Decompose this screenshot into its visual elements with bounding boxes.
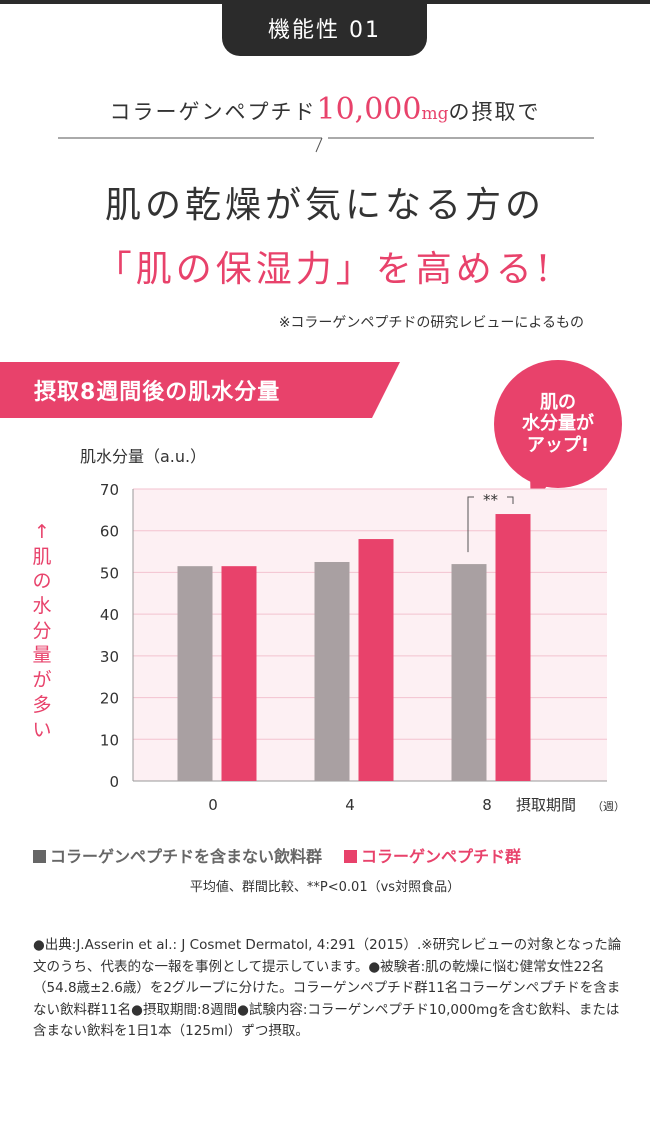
headline-line1: 肌の乾燥が気になる方の bbox=[104, 185, 545, 226]
bubble-line3: アップ! bbox=[526, 434, 590, 456]
vertical-label: ↑肌の水分量が多い bbox=[32, 521, 52, 741]
bar-treatment-8 bbox=[495, 514, 531, 781]
legend-item-treatment: コラーゲンペプチド群 bbox=[344, 847, 521, 866]
subhead-underline bbox=[58, 137, 594, 153]
legend-swatch-control bbox=[33, 850, 46, 863]
bubble-line2: 水分量が bbox=[522, 413, 594, 435]
significance-label: ** bbox=[483, 491, 499, 509]
y-tick-label: 0 bbox=[109, 773, 119, 791]
y-axis-label: 肌水分量（a.u.） bbox=[80, 447, 207, 466]
x-tick-label: 4 bbox=[345, 796, 355, 814]
x-axis-label: 摂取期間 bbox=[516, 796, 576, 814]
legend-swatch-treatment bbox=[344, 850, 358, 863]
feature-badge: 機能性 01 bbox=[222, 0, 427, 56]
subhead-post: の摂取で bbox=[448, 100, 541, 124]
subhead-unit: mg bbox=[421, 104, 449, 124]
bar-control-8 bbox=[451, 564, 487, 781]
y-tick-label: 60 bbox=[100, 523, 119, 541]
legend-item-control: コラーゲンペプチドを含まない飲料群 bbox=[33, 847, 322, 866]
source-note: ●出典:J.Asserin et al.: J Cosmet Dermatol,… bbox=[33, 937, 622, 1040]
subhead-amount: 10,000 bbox=[316, 92, 422, 127]
subhead-pre: コラーゲンペプチド bbox=[109, 100, 317, 124]
footnote-review: ※コラーゲンペプチドの研究レビューによるもの bbox=[278, 315, 584, 331]
y-tick-label: 20 bbox=[100, 690, 119, 708]
x-tick-label: 0 bbox=[208, 796, 218, 814]
bar-treatment-4 bbox=[358, 539, 394, 781]
y-tick-label: 30 bbox=[100, 648, 119, 666]
y-tick-label: 70 bbox=[100, 481, 119, 499]
bar-treatment-0 bbox=[221, 566, 257, 781]
significance-bracket-left bbox=[467, 496, 474, 553]
significance-bracket-right bbox=[507, 496, 514, 505]
x-tick-label: 8 bbox=[482, 796, 492, 814]
headline-line2: 「肌の保湿力」を高める! bbox=[95, 249, 555, 290]
legend-label-control: コラーゲンペプチドを含まない飲料群 bbox=[50, 847, 323, 866]
bubble-line1: 肌の bbox=[540, 391, 576, 413]
y-tick-label: 40 bbox=[100, 606, 119, 624]
speech-bubble: 肌の 水分量が アップ! bbox=[494, 360, 622, 488]
subheadline: コラーゲンペプチド10,000mgの摂取で bbox=[0, 92, 650, 127]
bar-control-4 bbox=[314, 562, 350, 781]
legend-label-treatment: コラーゲンペプチド群 bbox=[361, 847, 522, 866]
y-tick-label: 50 bbox=[100, 564, 119, 582]
x-axis-unit: （週） bbox=[592, 800, 625, 813]
bar-control-0 bbox=[177, 566, 213, 781]
chart-banner: 摂取8週間後の肌水分量 bbox=[0, 362, 400, 418]
statistics-note: 平均値、群間比較、**P<0.01（vs対照食品） bbox=[189, 880, 461, 895]
bar-chart: 0 10 20 30 40 50 60 70 0 4 8 摂取期間 （週） ** bbox=[100, 481, 625, 814]
y-tick-label: 10 bbox=[100, 731, 119, 749]
legend: コラーゲンペプチドを含まない飲料群 コラーゲンペプチド群 bbox=[33, 843, 521, 867]
